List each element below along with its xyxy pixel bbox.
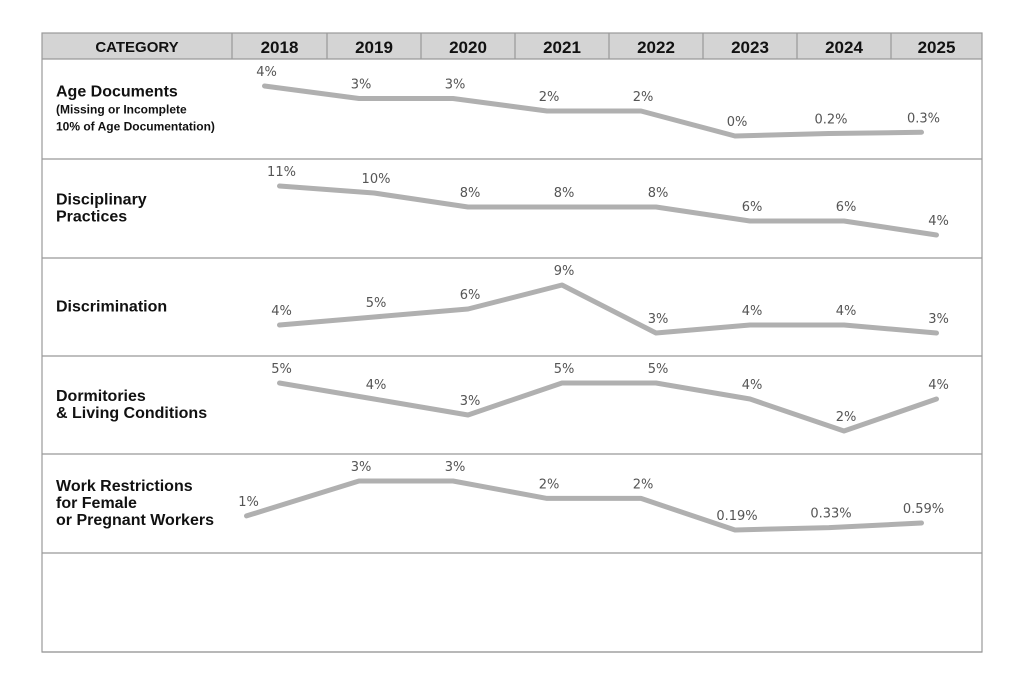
data-label: 1% [238, 495, 259, 510]
row-title-line: for Female [56, 495, 137, 512]
row-0: Age Documents (Missing or Incomplete 10% o… [56, 65, 940, 139]
data-label: 10% [362, 172, 391, 187]
row-title-line: Age Documents [56, 84, 178, 101]
data-label: 5% [554, 362, 575, 377]
data-label: 3% [928, 312, 949, 327]
trend-line [277, 183, 939, 238]
trend-line [277, 380, 939, 434]
row-title-line: & Living Conditions [56, 405, 207, 422]
data-label: 9% [554, 264, 575, 279]
data-label: 6% [460, 288, 481, 303]
row-note-line: 10% of Age Documentation) [56, 120, 215, 134]
year-header-2023: 2023 [731, 38, 769, 57]
table-header: CATEGORY 2018 2019 2020 2021 2022 2023 2024 2025 [42, 33, 982, 59]
data-label: 4% [256, 65, 277, 80]
data-label: 4% [366, 378, 387, 393]
year-header-2019: 2019 [355, 38, 393, 57]
data-label: 0.19% [716, 509, 757, 524]
table-rows: Age Documents (Missing or Incomplete 10% o… [56, 65, 949, 533]
row-3: Dormitories& Living Conditions 5% 4% 3% 5% 5%… [56, 362, 949, 434]
year-header-2025: 2025 [918, 38, 956, 57]
trend-line [277, 282, 939, 336]
row-title-line: or Pregnant Workers [56, 512, 214, 529]
trend-line [262, 83, 924, 139]
data-label: 4% [271, 304, 292, 319]
data-label: 11% [267, 165, 296, 180]
row-title-line: Discrimination [56, 299, 167, 316]
data-label: 4% [836, 304, 857, 319]
data-label: 2% [836, 410, 857, 425]
row-title-line: Work Restrictions [56, 478, 193, 495]
data-label: 3% [460, 394, 481, 409]
data-label: 5% [648, 362, 669, 377]
data-label: 5% [271, 362, 292, 377]
trend-line [244, 478, 924, 533]
data-label: 8% [554, 186, 575, 201]
data-label: 2% [633, 477, 654, 492]
data-label: 3% [648, 312, 669, 327]
year-header-2024: 2024 [825, 38, 863, 57]
data-label: 6% [836, 200, 857, 215]
year-header-2020: 2020 [449, 38, 487, 57]
data-label: 0% [727, 115, 748, 130]
header-background [42, 33, 982, 59]
row-2: Discrimination 4% 5% 6% 9% 3% 4% 4% 3% [56, 264, 949, 336]
data-label: 0.33% [810, 507, 851, 522]
data-label: 2% [633, 90, 654, 105]
year-header-2022: 2022 [637, 38, 675, 57]
data-label: 6% [742, 200, 763, 215]
category-header: CATEGORY [95, 39, 178, 56]
table-grid [41, 32, 983, 653]
data-label: 8% [460, 186, 481, 201]
data-label: 2% [539, 477, 560, 492]
year-header-2021: 2021 [543, 38, 581, 57]
data-label: 4% [928, 214, 949, 229]
row-title-line: Dormitories [56, 388, 146, 405]
data-label: 0.2% [814, 113, 847, 128]
row-title-line: Practices [56, 209, 127, 226]
data-label: 0.59% [903, 502, 944, 517]
data-label: 2% [539, 90, 560, 105]
data-label: 5% [366, 296, 387, 311]
data-label: 0.3% [907, 111, 940, 126]
data-label: 3% [351, 78, 372, 93]
year-header-2018: 2018 [261, 38, 299, 57]
data-label: 8% [648, 186, 669, 201]
data-label: 3% [445, 460, 466, 475]
data-label: 3% [351, 460, 372, 475]
data-label: 3% [445, 78, 466, 93]
data-label: 4% [928, 378, 949, 393]
row-title-line: Disciplinary [56, 192, 147, 209]
data-label: 4% [742, 304, 763, 319]
row-note-line: (Missing or Incomplete [56, 103, 187, 117]
data-label: 4% [742, 378, 763, 393]
